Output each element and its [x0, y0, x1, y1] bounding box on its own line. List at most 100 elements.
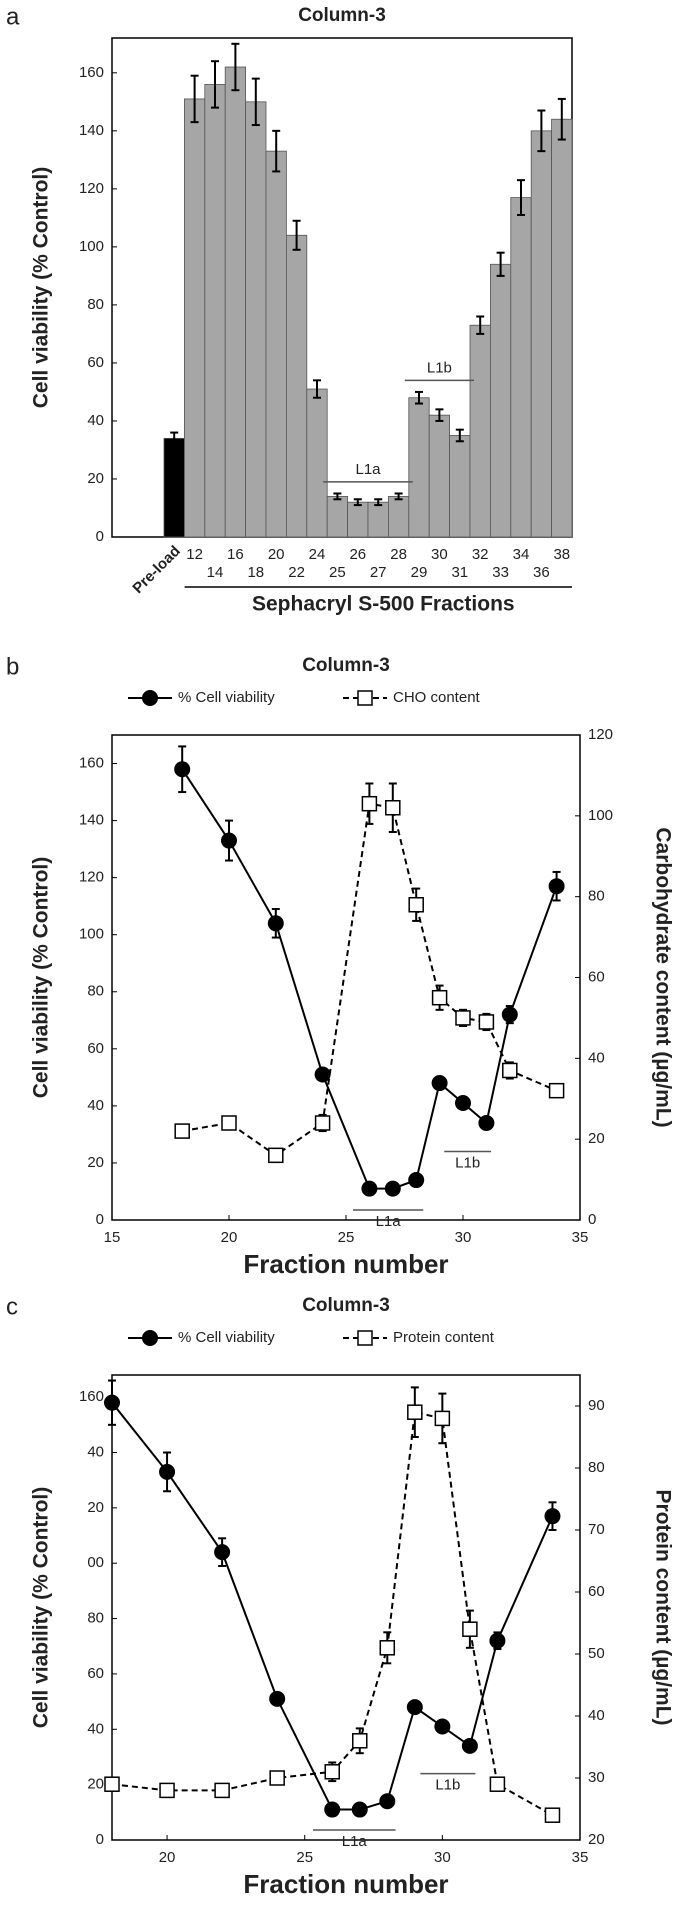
x-tick-label: 34 [513, 546, 530, 563]
x-tick-label: 15 [104, 1229, 121, 1246]
point [221, 1115, 237, 1131]
bar [510, 197, 532, 538]
x-tick-label: 22 [288, 564, 305, 581]
y-tick-label: 20 [87, 1776, 104, 1793]
series-line [181, 768, 558, 1190]
point [462, 1621, 478, 1637]
x-tick-label: 25 [329, 564, 346, 581]
y-tick-label: 120 [79, 869, 104, 886]
y-tick-label: 60 [87, 354, 104, 371]
point [434, 1410, 451, 1427]
point [406, 1699, 423, 1716]
legend-label: CHO content [393, 689, 481, 706]
x-tick-label: 29 [411, 564, 428, 581]
point [314, 1066, 331, 1083]
legend-label: % Cell viability [178, 689, 275, 706]
point [408, 1172, 425, 1189]
x-tick-label: Pre-load [129, 543, 183, 597]
y-tick-label: 120 [79, 180, 104, 197]
legend-label: % Cell viability [178, 1329, 275, 1346]
point [214, 1782, 230, 1799]
y2-tick-label: 60 [588, 968, 605, 985]
x-tick-label: 30 [431, 546, 448, 563]
y-tick-label: 160 [79, 1388, 104, 1405]
point [478, 1014, 495, 1030]
point [502, 1062, 518, 1079]
x-tick-label: 33 [492, 564, 509, 581]
point [431, 989, 448, 1006]
x-tick-label: 38 [553, 546, 570, 563]
point [544, 1508, 561, 1525]
point [361, 795, 378, 812]
x-tick-label: 12 [186, 546, 203, 563]
y2-tick-label: 90 [588, 1397, 605, 1414]
annotation: L1a [355, 461, 381, 478]
y-tick-label: 60 [87, 1665, 104, 1682]
x-tick-label: 35 [572, 1229, 589, 1246]
x-tick-label: 31 [451, 564, 468, 581]
series-line [111, 1402, 554, 1811]
y-tick-label: 0 [96, 1211, 104, 1228]
panel-label: a [6, 3, 20, 30]
plot-frame [111, 1374, 581, 1841]
y2-tick-label: 0 [588, 1211, 596, 1228]
point [544, 1807, 561, 1823]
bar [367, 501, 389, 538]
bar [469, 324, 491, 538]
x-tick-label: 26 [349, 546, 366, 563]
point [174, 761, 191, 778]
y2-tick-label: 70 [588, 1521, 605, 1538]
y2-tick-label: 80 [588, 888, 605, 905]
legend-marker [142, 690, 158, 706]
chart-title: Column-3 [302, 1295, 390, 1316]
x-tick-label: 25 [296, 1849, 313, 1866]
y2-axis-label: Carbohydrate content (µg/mL) [651, 827, 674, 1127]
x-axis-label: Sephacryl S-500 Fractions [252, 593, 515, 616]
y2-tick-label: 40 [588, 1049, 605, 1066]
bar [551, 118, 573, 538]
x-tick-label: 20 [159, 1849, 176, 1866]
point [159, 1782, 175, 1799]
point [352, 1733, 368, 1749]
y-tick-label: 0 [96, 1831, 104, 1848]
legend-label: Protein content [393, 1329, 495, 1346]
point [268, 1147, 284, 1164]
legend-marker [142, 1330, 158, 1346]
y-tick-label: 140 [79, 812, 104, 829]
bar [163, 437, 185, 538]
bar [408, 397, 430, 538]
point [548, 878, 565, 895]
point [501, 1006, 518, 1023]
x-tick-label: 14 [207, 564, 224, 581]
bar [530, 130, 553, 538]
point [104, 1776, 120, 1792]
series-line [111, 1410, 553, 1817]
y-tick-label: 00 [87, 1554, 104, 1571]
bar [387, 495, 410, 538]
x-tick-label: 20 [221, 1229, 238, 1246]
point [324, 1801, 341, 1818]
bar [306, 388, 328, 538]
y2-tick-label: 30 [588, 1769, 605, 1786]
y2-tick-label: 80 [588, 1459, 605, 1476]
point [324, 1764, 340, 1780]
point [548, 1082, 565, 1099]
y-axis-label: Cell viability (% Control) [30, 857, 53, 1099]
x-tick-label: 25 [338, 1229, 355, 1246]
point [269, 1770, 285, 1786]
y-tick-label: 80 [87, 983, 104, 1000]
bar [428, 414, 451, 538]
x-tick-label: 28 [390, 546, 407, 563]
x-axis-label: Fraction number [243, 1869, 448, 1899]
y2-tick-label: 50 [588, 1645, 605, 1662]
x-tick-label: 18 [247, 564, 264, 581]
y-tick-label: 160 [79, 754, 104, 771]
bar [326, 495, 349, 538]
annotation: L1a [342, 1833, 368, 1850]
annotation: L1a [376, 1213, 402, 1230]
point [461, 1737, 478, 1754]
panel-label: c [6, 1293, 18, 1320]
y-axis-label: Cell viability (% Control) [30, 1487, 53, 1729]
point [314, 1115, 331, 1131]
